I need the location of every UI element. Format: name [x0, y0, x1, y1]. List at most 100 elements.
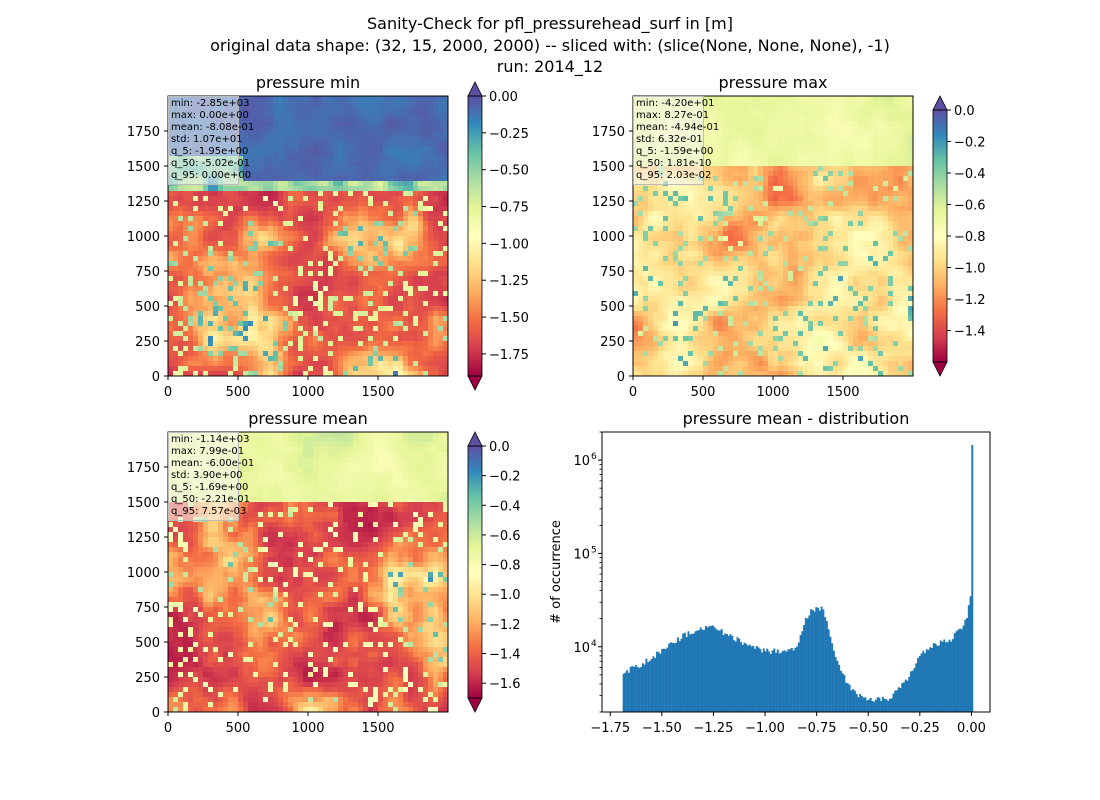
map-cell [198, 291, 204, 297]
map-cell [818, 161, 824, 167]
map-cell [258, 341, 264, 347]
map-cell [388, 311, 394, 317]
map-cell [398, 156, 404, 162]
map-cell [213, 186, 219, 192]
map-cell [388, 116, 394, 122]
map-cell [323, 101, 329, 107]
map-cell [413, 171, 419, 177]
map-cell [423, 196, 429, 202]
map-cell [738, 116, 744, 122]
map-cell [368, 156, 374, 162]
map-cell [773, 111, 779, 117]
map-cell [733, 151, 739, 157]
map-cell [308, 256, 314, 262]
map-cell [888, 151, 894, 157]
map-cell [808, 181, 814, 187]
map-cell [293, 296, 299, 302]
map-cell [893, 106, 899, 112]
map-cell [443, 261, 448, 267]
map-cell [178, 276, 184, 282]
map-cell [368, 306, 374, 312]
map-cell [808, 126, 814, 132]
map-cell [178, 281, 184, 287]
map-cell [273, 366, 279, 372]
map-cell [303, 356, 309, 362]
map-cell [738, 126, 744, 132]
map-cell [753, 151, 759, 157]
map-cell [233, 346, 239, 352]
map-cell [748, 151, 754, 157]
map-cell [298, 191, 304, 197]
map-cell [378, 151, 384, 157]
map-cell [678, 216, 684, 222]
map-cell [253, 216, 259, 222]
map-cell [663, 211, 669, 217]
map-cell [413, 211, 419, 217]
map-cell [713, 116, 719, 122]
map-cell [333, 211, 339, 217]
map-cell [403, 211, 409, 217]
map-cell [213, 266, 219, 272]
map-cell [848, 176, 854, 182]
map-cell [218, 276, 224, 282]
map-cell [233, 256, 239, 262]
map-cell [763, 121, 769, 127]
map-cell [243, 321, 249, 327]
map-cell [763, 181, 769, 187]
map-cell [238, 131, 244, 137]
map-cell [903, 191, 909, 197]
map-cell [338, 336, 344, 342]
map-cell [798, 216, 804, 222]
map-cell [393, 321, 399, 327]
map-cell [398, 116, 404, 122]
map-cell [373, 261, 379, 267]
map-cell [693, 186, 699, 192]
map-cell [703, 146, 709, 152]
map-cell [803, 236, 809, 242]
map-cell [368, 206, 374, 212]
map-cell [898, 171, 904, 177]
map-cell [248, 196, 254, 202]
map-cell [718, 111, 724, 117]
map-cell [423, 216, 429, 222]
map-cell [253, 171, 259, 177]
map-cell [278, 146, 284, 152]
map-cell [263, 341, 269, 347]
map-cell [338, 341, 344, 347]
map-cell [243, 276, 249, 282]
map-cell [853, 136, 859, 142]
map-cell [328, 371, 334, 376]
map-cell [823, 236, 829, 242]
map-cell [428, 291, 434, 297]
map-cell [213, 301, 219, 307]
map-cell [753, 156, 759, 162]
map-cell [728, 226, 734, 232]
map-cell [443, 196, 448, 202]
map-cell [328, 286, 334, 292]
map-cell [753, 116, 759, 122]
map-cell [188, 336, 194, 342]
map-cell [308, 136, 314, 142]
map-cell [268, 101, 274, 107]
map-cell [808, 191, 814, 197]
map-cell [403, 256, 409, 262]
map-cell [288, 151, 294, 157]
map-cell [168, 351, 174, 357]
map-cell [293, 331, 299, 337]
map-cell [798, 171, 804, 177]
map-cell [403, 116, 409, 122]
map-cell [723, 96, 729, 102]
y-tick-label: 250 [135, 335, 160, 350]
map-cell [893, 246, 899, 252]
map-cell [323, 251, 329, 257]
map-cell [283, 326, 289, 332]
map-cell [208, 356, 214, 362]
map-cell [718, 206, 724, 212]
map-cell [653, 206, 659, 212]
map-cell [898, 101, 904, 107]
map-cell [243, 116, 249, 122]
map-cell [723, 151, 729, 157]
map-cell [378, 326, 384, 332]
y-tick-label: 500 [135, 300, 160, 315]
